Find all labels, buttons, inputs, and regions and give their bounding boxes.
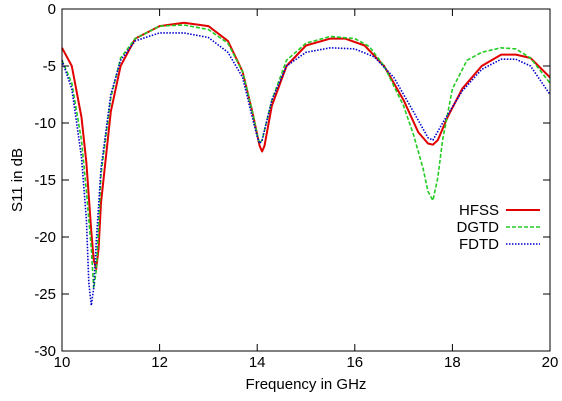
x-tick-label: 20 [542,354,559,371]
ticks-layer: 10 12 14 16 18 20 0 -5 -10 -15 -20 -25 -30 [34,1,558,371]
x-tick-label: 18 [444,354,461,371]
y-tick-label: -20 [34,229,56,246]
legend-label-dgtd: DGTD [457,219,500,236]
series-line-fdtd [61,32,551,307]
legend-label-hfss: HFSS [459,202,499,219]
y-axis-label: S11 in dB [9,148,26,212]
x-tick-label: 14 [249,354,266,371]
y-tick-label: -30 [34,343,56,360]
y-tick-label: -25 [34,286,56,303]
series-layer [61,21,551,307]
y-tick-label: -5 [43,58,56,75]
x-tick-label: 12 [151,354,168,371]
y-tick-label: -10 [34,115,56,132]
legend-label-fdtd: FDTD [459,236,499,253]
x-axis-label: Frequency in GHz [246,376,367,393]
series-line-dgtd [61,24,551,290]
x-tick-label: 10 [54,354,71,371]
x-tick-label: 16 [346,354,363,371]
plot-frame [61,8,551,352]
y-tick-label: 0 [48,1,56,18]
y-tick-label: -15 [34,172,56,189]
